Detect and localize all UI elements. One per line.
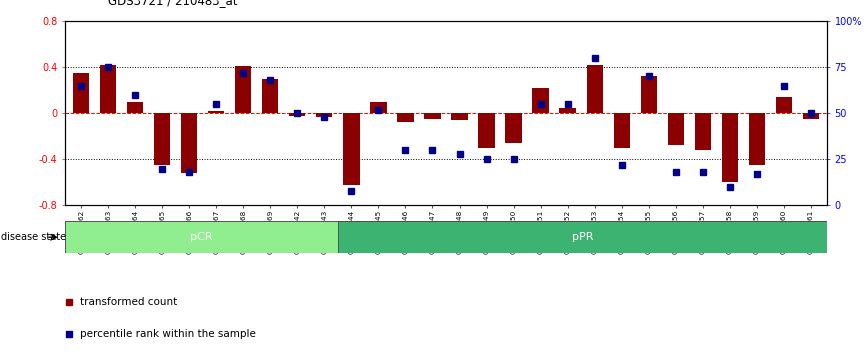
Bar (451, 113, 468, 120)
FancyBboxPatch shape (65, 221, 338, 253)
Text: percentile rank within the sample: percentile rank within the sample (81, 329, 256, 339)
Bar (668, 113, 684, 145)
Text: transformed count: transformed count (81, 297, 178, 307)
Bar (100, 65, 116, 113)
FancyBboxPatch shape (338, 221, 827, 253)
Bar (289, 113, 306, 115)
Bar (721, 113, 738, 182)
Bar (559, 108, 576, 113)
Bar (236, 66, 251, 113)
Bar (586, 65, 603, 113)
Bar (154, 113, 171, 165)
Bar (641, 76, 656, 113)
Bar (695, 113, 711, 150)
Bar (506, 113, 521, 143)
Bar (371, 102, 386, 113)
Bar (803, 113, 819, 119)
Bar (127, 102, 143, 113)
Text: GDS3721 / 210483_at: GDS3721 / 210483_at (108, 0, 238, 7)
Bar (73, 73, 89, 113)
Bar (533, 88, 549, 113)
Bar (749, 113, 765, 165)
Bar (316, 113, 333, 117)
Bar (208, 111, 224, 113)
Bar (343, 113, 359, 185)
Bar (478, 113, 494, 148)
Bar (397, 113, 414, 122)
Bar (262, 79, 279, 113)
Bar (776, 97, 792, 113)
Text: disease state: disease state (1, 232, 66, 242)
Bar (613, 113, 630, 148)
Text: pCR: pCR (191, 232, 213, 242)
Bar (181, 113, 197, 173)
Text: pPR: pPR (572, 232, 593, 242)
Bar (424, 113, 441, 119)
